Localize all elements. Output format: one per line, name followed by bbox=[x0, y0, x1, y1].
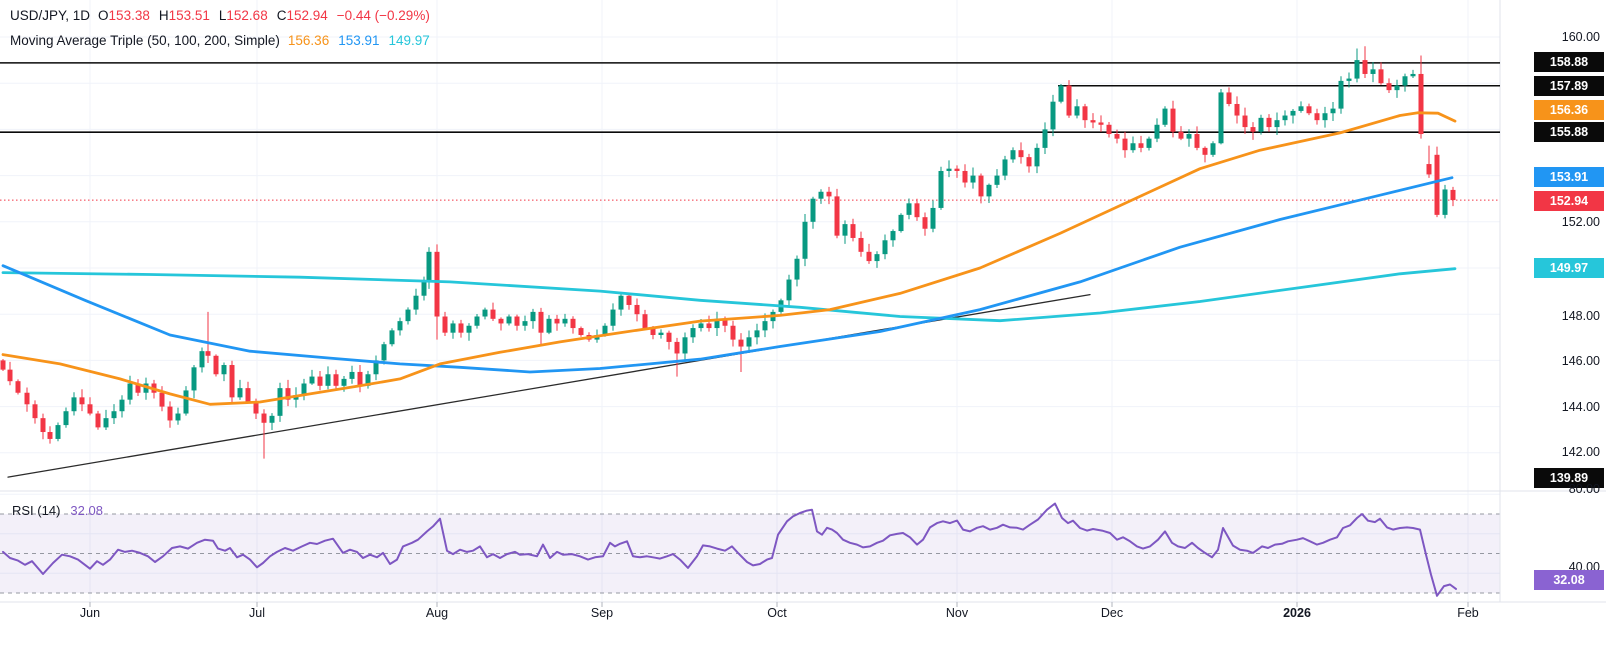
ma-indicator-title[interactable]: Moving Average Triple (50, 100, 200, Sim… bbox=[10, 33, 280, 48]
candles bbox=[0, 46, 1456, 459]
low-value: 152.68 bbox=[226, 8, 268, 23]
price-badge-155.88: 155.88 bbox=[1534, 122, 1604, 142]
price-axis[interactable]: 160.00 152.00 148.00 146.00 144.00 142.00 158.… bbox=[1500, 0, 1606, 602]
time-axis-label-2026: 2026 bbox=[1283, 606, 1311, 620]
rsi-axis-label-80.00: 80.00 bbox=[1568, 482, 1600, 496]
ma50-value: 156.36 bbox=[287, 33, 330, 48]
price-badge-153.91: 153.91 bbox=[1534, 167, 1604, 187]
low-label: L bbox=[218, 8, 227, 23]
time-axis-label-Sep: Sep bbox=[590, 606, 614, 620]
time-axis-label-Oct: Oct bbox=[767, 606, 787, 620]
close-label: C bbox=[276, 8, 287, 23]
ma200-value: 149.97 bbox=[388, 33, 430, 48]
price-badge-139.89: 139.89 bbox=[1534, 468, 1604, 488]
ma50-line bbox=[1, 111, 1457, 406]
time-axis[interactable]: Jun Jul Aug Sep Oct Nov Dec 2026 Feb bbox=[0, 602, 1606, 650]
time-axis-label-Nov: Nov bbox=[945, 606, 969, 620]
rsi-badge: 32.08 bbox=[1534, 570, 1604, 590]
rsi-line bbox=[2, 502, 1457, 597]
price-badge-157.89: 157.89 bbox=[1534, 76, 1604, 96]
price-axis-label-144.00: 144.00 bbox=[1561, 400, 1600, 414]
time-axis-label-Dec: Dec bbox=[1100, 606, 1124, 620]
price-badge-149.97: 149.97 bbox=[1534, 258, 1604, 278]
high-label: H bbox=[158, 8, 169, 23]
symbol-title[interactable]: USD/JPY, 1D bbox=[10, 8, 91, 23]
rsi-indicator-legend: RSI (14) 32.08 bbox=[12, 503, 103, 518]
price-badge-152.94: 152.94 bbox=[1534, 191, 1604, 211]
price-axis-label-148.00: 148.00 bbox=[1561, 309, 1600, 323]
price-axis-label-160.00: 160.00 bbox=[1561, 30, 1600, 44]
price-badge-158.88: 158.88 bbox=[1534, 52, 1604, 72]
close-value: 152.94 bbox=[286, 8, 328, 23]
time-axis-label-Aug: Aug bbox=[425, 606, 449, 620]
rsi-value: 32.08 bbox=[70, 503, 103, 518]
time-axis-label-Jul: Jul bbox=[249, 606, 265, 620]
rsi-indicator-title[interactable]: RSI (14) bbox=[12, 503, 61, 518]
time-axis-label-Feb: Feb bbox=[1457, 606, 1479, 620]
ma-indicator-legend: Moving Average Triple (50, 100, 200, Sim… bbox=[10, 33, 439, 48]
open-label: O bbox=[98, 8, 109, 23]
price-axis-label-152.00: 152.00 bbox=[1561, 215, 1600, 229]
price-badge-156.36: 156.36 bbox=[1534, 100, 1604, 120]
ma100-line bbox=[1, 176, 1454, 374]
time-axis-label-Jun: Jun bbox=[79, 606, 101, 620]
ma200-line bbox=[1, 267, 1457, 323]
high-value: 153.51 bbox=[168, 8, 210, 23]
open-value: 153.38 bbox=[108, 8, 150, 23]
price-axis-label-146.00: 146.00 bbox=[1561, 354, 1600, 368]
change-value: −0.44 (−0.29%) bbox=[336, 8, 430, 23]
ma100-value: 153.91 bbox=[338, 33, 380, 48]
symbol-legend: USD/JPY, 1D O153.38 H153.51 L152.68 C152.94−… bbox=[10, 8, 430, 23]
price-axis-label-142.00: 142.00 bbox=[1561, 445, 1600, 459]
